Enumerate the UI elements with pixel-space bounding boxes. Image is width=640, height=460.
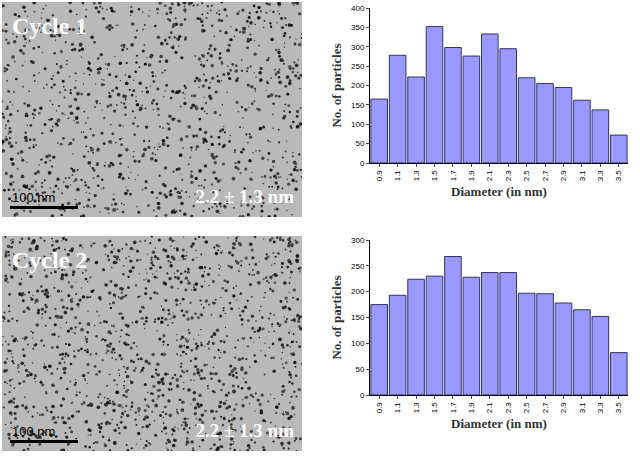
svg-text:1.7: 1.7: [449, 402, 458, 414]
svg-text:2.5: 2.5: [522, 170, 531, 182]
svg-text:1.1: 1.1: [393, 402, 402, 414]
svg-text:No. of particles: No. of particles: [329, 43, 344, 127]
svg-text:150: 150: [351, 101, 365, 110]
svg-text:50: 50: [355, 139, 364, 148]
svg-text:2.1: 2.1: [485, 170, 494, 182]
svg-text:No. of particles: No. of particles: [329, 275, 344, 359]
svg-text:1.3: 1.3: [412, 170, 421, 182]
svg-text:250: 250: [351, 262, 365, 271]
svg-text:300: 300: [351, 43, 365, 52]
svg-text:2.9: 2.9: [559, 402, 568, 414]
svg-text:100: 100: [351, 339, 365, 348]
svg-text:0.9: 0.9: [375, 402, 384, 414]
svg-text:50: 50: [355, 365, 364, 374]
svg-text:1.1: 1.1: [393, 170, 402, 182]
svg-text:1.9: 1.9: [467, 402, 476, 414]
svg-text:2.3: 2.3: [504, 170, 513, 182]
svg-text:0: 0: [360, 391, 365, 400]
svg-text:2.7: 2.7: [541, 402, 550, 414]
svg-text:3.5: 3.5: [614, 402, 623, 414]
svg-text:200: 200: [351, 287, 365, 296]
svg-text:3.3: 3.3: [596, 170, 605, 182]
svg-text:2.3: 2.3: [504, 402, 513, 414]
svg-text:2.7: 2.7: [541, 170, 550, 182]
svg-text:3.5: 3.5: [614, 170, 623, 182]
svg-text:2.9: 2.9: [559, 170, 568, 182]
svg-text:3.1: 3.1: [578, 170, 587, 182]
svg-text:100 nm: 100 nm: [12, 190, 55, 205]
svg-text:1.3: 1.3: [412, 402, 421, 414]
svg-text:250: 250: [351, 62, 365, 71]
svg-text:1.5: 1.5: [430, 170, 439, 182]
svg-text:350: 350: [351, 23, 365, 32]
svg-text:2.5: 2.5: [522, 402, 531, 414]
svg-text:3.1: 3.1: [578, 402, 587, 414]
svg-text:400: 400: [351, 4, 365, 13]
svg-text:100: 100: [351, 120, 365, 129]
svg-text:Diameter (in nm): Diameter (in nm): [451, 416, 547, 431]
svg-text:2.1: 2.1: [485, 402, 494, 414]
svg-text:1.9: 1.9: [467, 170, 476, 182]
svg-text:150: 150: [351, 313, 365, 322]
svg-text:2.2 ± 1.3 nm: 2.2 ± 1.3 nm: [195, 186, 294, 207]
svg-text:300: 300: [351, 236, 365, 245]
svg-text:Cycle 1: Cycle 1: [12, 13, 87, 39]
svg-text:200: 200: [351, 81, 365, 90]
svg-text:2.2 ± 1.3 nm: 2.2 ± 1.3 nm: [195, 420, 294, 441]
svg-text:Diameter (in nm): Diameter (in nm): [451, 184, 547, 199]
svg-text:100 nm: 100 nm: [12, 424, 55, 439]
svg-text:3.3: 3.3: [596, 402, 605, 414]
svg-text:0.9: 0.9: [375, 170, 384, 182]
svg-text:1.5: 1.5: [430, 402, 439, 414]
svg-text:1.7: 1.7: [449, 170, 458, 182]
svg-text:Cycle 2: Cycle 2: [12, 247, 87, 273]
svg-text:0: 0: [360, 159, 365, 168]
